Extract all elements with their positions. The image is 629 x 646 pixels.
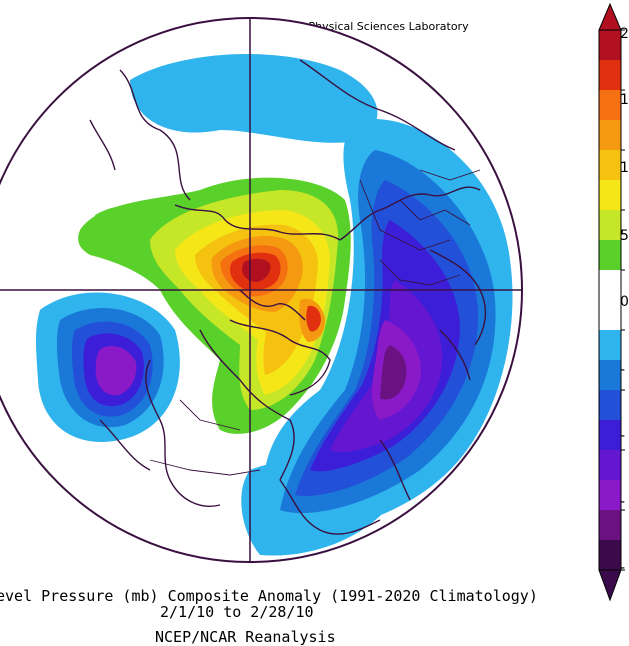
colorbar-border	[598, 29, 622, 571]
colorbar-swatch	[599, 390, 621, 421]
date-range: 2/1/10 to 2/28/10	[160, 603, 314, 621]
coastlines	[89, 59, 487, 535]
colorbar-swatch	[599, 240, 621, 271]
anomaly-region	[130, 53, 378, 143]
colorbar-swatch	[599, 60, 621, 91]
colorbar-swatch	[599, 180, 621, 211]
colorbar-max-arrow	[598, 2, 622, 31]
colorbar-swatch	[599, 510, 621, 541]
colorbar-swatch	[599, 210, 621, 241]
anomaly-region	[116, 360, 130, 381]
colorbar-swatch	[599, 450, 621, 481]
political-borders	[149, 169, 481, 476]
colorbar-swatch	[599, 150, 621, 181]
colorbar-tick-label: 5	[620, 228, 629, 244]
colorbar-swatch	[599, 30, 621, 61]
colorbar-min-arrow	[598, 569, 622, 602]
colorbar-tick-label: 1	[620, 92, 629, 108]
colorbar-tick-label: -	[620, 362, 626, 378]
anomaly-region	[95, 205, 160, 242]
colorbar-tick-label: -	[620, 560, 626, 576]
colorbar-tick-label: 0	[620, 294, 629, 310]
colorbar	[598, 2, 625, 602]
colorbar-swatch	[599, 480, 621, 511]
map-boundary	[0, 17, 523, 563]
anomaly-region	[306, 305, 321, 332]
colorbar-swatch	[599, 420, 621, 451]
colorbar-swatch	[599, 270, 621, 301]
anomaly-region	[380, 345, 407, 400]
colorbar-swatch	[599, 90, 621, 121]
colorbar-swatch	[599, 540, 621, 571]
anomaly-region	[242, 258, 271, 282]
colorbar-tick-label: -	[620, 428, 626, 444]
colorbar-swatch	[599, 360, 621, 391]
anomaly-map	[0, 17, 523, 563]
colorbar-swatch	[599, 330, 621, 361]
colorbar-tick-label: 2	[620, 26, 629, 42]
colorbar-tick-label: 1	[620, 160, 629, 176]
map-title: evel Pressure (mb) Composite Anomaly (19…	[0, 587, 538, 605]
colorbar-tick-label: -	[620, 494, 626, 510]
colorbar-swatch	[599, 300, 621, 331]
colorbar-swatch	[599, 120, 621, 151]
anomaly-region	[95, 345, 137, 396]
data-source: NCEP/NCAR Reanalysis	[155, 628, 336, 646]
